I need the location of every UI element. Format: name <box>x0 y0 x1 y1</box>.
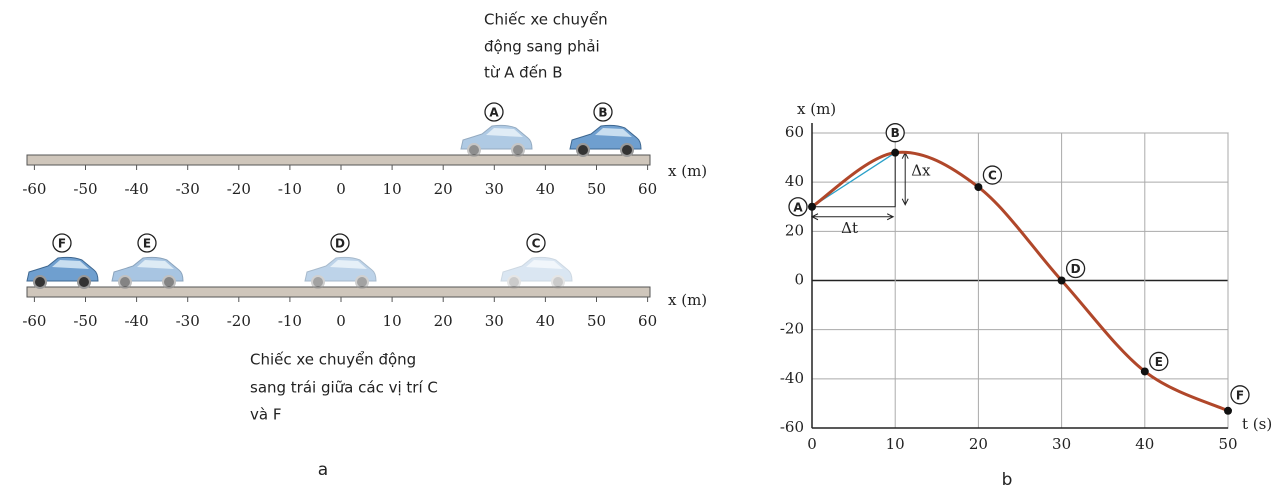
caption: Chiếc xe chuyển <box>484 11 608 29</box>
point-label: B <box>891 126 900 140</box>
tick-label: 10 <box>383 180 402 198</box>
tick-label: 20 <box>434 312 453 330</box>
car-wheel <box>512 144 524 156</box>
tick-label: -10 <box>278 180 302 198</box>
y-tick-label: -60 <box>780 418 804 436</box>
tick-label: -40 <box>125 180 149 198</box>
position-marker: C <box>532 237 541 251</box>
tick-label: -60 <box>22 312 46 330</box>
point <box>891 149 899 157</box>
car-wheel <box>312 276 324 288</box>
tick-label: 30 <box>485 180 504 198</box>
point-label: F <box>1236 388 1244 402</box>
caption: từ A đến B <box>484 64 563 82</box>
x-tick-label: 0 <box>807 435 817 453</box>
axis-label: x (m) <box>668 291 707 309</box>
annotation: Δt <box>841 219 858 237</box>
tick-label: 50 <box>587 180 606 198</box>
tick-label: 40 <box>536 180 555 198</box>
point <box>974 183 982 191</box>
y-tick-label: 0 <box>794 271 804 289</box>
position-marker: A <box>489 106 499 120</box>
point-label: A <box>793 200 803 214</box>
panel-label: a <box>318 460 328 480</box>
point-label: E <box>1155 355 1163 369</box>
tick-label: -30 <box>176 312 200 330</box>
car <box>570 125 641 156</box>
car-wheel <box>34 276 46 288</box>
car-wheel <box>468 144 480 156</box>
car <box>112 257 183 288</box>
y-tick-label: 20 <box>785 221 804 239</box>
car-wheel <box>163 276 175 288</box>
car-wheel <box>577 144 589 156</box>
road <box>27 155 650 165</box>
point <box>1141 367 1149 375</box>
car <box>461 125 532 156</box>
caption: và F <box>250 406 281 424</box>
tick-label: 50 <box>587 312 606 330</box>
car-wheel <box>356 276 368 288</box>
car <box>305 257 376 288</box>
position-marker: F <box>58 237 66 251</box>
figure: Chiếc xe chuyển động sang phải từ A đến … <box>0 0 1283 489</box>
y-axis-label: x (m) <box>797 100 836 118</box>
annotation: Δx <box>911 162 931 180</box>
tick-label: -40 <box>125 312 149 330</box>
y-tick-label: -40 <box>780 369 804 387</box>
point-label: D <box>1071 262 1081 276</box>
y-tick-label: 60 <box>785 123 804 141</box>
tick-label: -60 <box>22 180 46 198</box>
point <box>808 203 816 211</box>
tick-label: -30 <box>176 180 200 198</box>
tick-label: -50 <box>73 312 97 330</box>
panel-label: b <box>1002 470 1013 489</box>
tick-label: 0 <box>336 312 346 330</box>
point <box>1058 277 1066 285</box>
point-label: C <box>988 169 997 183</box>
tick-label: -20 <box>227 312 251 330</box>
axis-label: x (m) <box>668 162 707 180</box>
car-wheel <box>119 276 131 288</box>
caption: Chiếc xe chuyển động <box>250 351 416 369</box>
x-tick-label: 40 <box>1135 435 1154 453</box>
x-tick-label: 50 <box>1218 435 1237 453</box>
y-tick-label: -20 <box>780 320 804 338</box>
tick-label: 10 <box>383 312 402 330</box>
car-wheel <box>508 276 520 288</box>
tick-label: 60 <box>638 312 657 330</box>
tick-label: 60 <box>638 180 657 198</box>
caption: động sang phải <box>484 38 600 56</box>
car <box>27 257 98 288</box>
caption: sang trái giữa các vị trí C <box>250 379 438 397</box>
x-axis-label: t (s) <box>1242 415 1272 433</box>
tick-label: 40 <box>536 312 555 330</box>
tick-label: -10 <box>278 312 302 330</box>
position-marker: B <box>598 106 607 120</box>
tick-label: -50 <box>73 180 97 198</box>
x-tick-label: 20 <box>969 435 988 453</box>
y-tick-label: 40 <box>785 172 804 190</box>
car-wheel <box>552 276 564 288</box>
tick-label: -20 <box>227 180 251 198</box>
position-marker: D <box>335 237 345 251</box>
tick-label: 30 <box>485 312 504 330</box>
point <box>1224 407 1232 415</box>
tick-label: 20 <box>434 180 453 198</box>
car <box>501 257 572 288</box>
tick-label: 0 <box>336 180 346 198</box>
car-wheel <box>78 276 90 288</box>
position-marker: E <box>143 237 151 251</box>
car-wheel <box>621 144 633 156</box>
x-tick-label: 10 <box>886 435 905 453</box>
x-tick-label: 30 <box>1052 435 1071 453</box>
